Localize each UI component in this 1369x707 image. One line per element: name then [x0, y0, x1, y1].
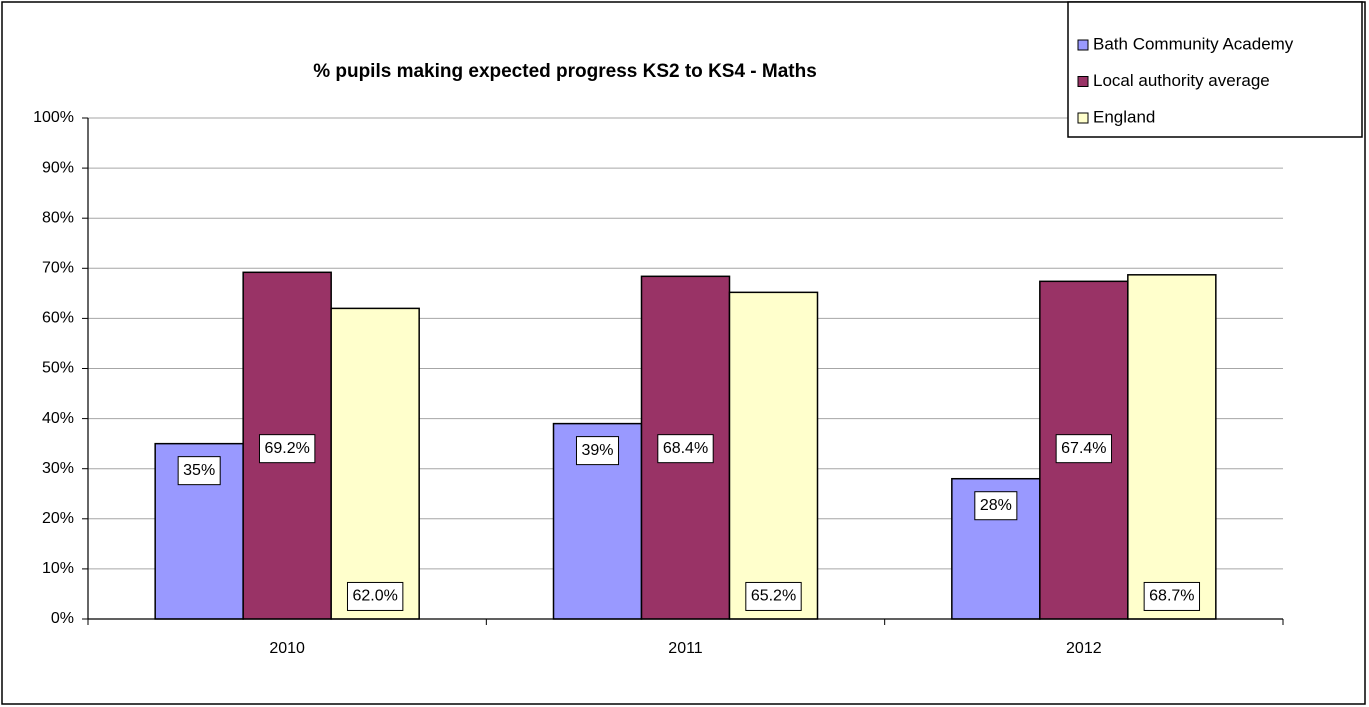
legend-label: Bath Community Academy	[1093, 34, 1294, 53]
data-label-box	[258, 434, 316, 464]
y-tick-label: 10%	[42, 560, 74, 577]
data-label: 35%	[177, 456, 221, 486]
data-label-text: 65.2%	[751, 588, 796, 605]
data-label-text: 67.4%	[1061, 440, 1106, 457]
y-tick-label: 20%	[42, 510, 74, 527]
data-label-box	[346, 581, 404, 611]
data-label-box	[1055, 434, 1113, 464]
y-tick-label: 40%	[42, 410, 74, 427]
data-label-text: 62.0%	[352, 588, 397, 605]
data-label-text: 69.2%	[264, 440, 309, 457]
data-label: 67.4%	[1055, 434, 1113, 464]
data-label: 28%	[974, 491, 1018, 521]
x-tick-label: 2011	[668, 640, 703, 657]
data-label-box	[745, 581, 802, 611]
y-tick-label: 0%	[51, 610, 74, 627]
legend-swatch	[1077, 39, 1089, 51]
data-label: 68.7%	[1143, 581, 1201, 611]
data-label-text: 68.4%	[663, 440, 708, 457]
data-label-text: 28%	[980, 497, 1012, 514]
data-label-text: 68.7%	[1149, 588, 1194, 605]
x-tick-label: 2012	[1066, 640, 1102, 657]
x-tick-label: 2010	[269, 640, 305, 657]
bar	[728, 291, 819, 620]
data-label-box	[177, 456, 221, 486]
y-tick-label: 100%	[33, 109, 74, 126]
data-label: 62.0%	[346, 581, 404, 611]
chart-title: % pupils making expected progress KS2 to…	[313, 61, 817, 82]
data-label-text: 35%	[183, 462, 215, 479]
bar	[330, 307, 420, 620]
data-label: 65.2%	[745, 581, 802, 611]
data-label-text: 39%	[581, 442, 613, 459]
y-tick-label: 70%	[42, 260, 74, 277]
data-label-box	[974, 491, 1018, 521]
y-tick-label: 90%	[42, 159, 74, 176]
data-label-box	[575, 436, 620, 466]
legend-box	[1067, 1, 1363, 138]
y-tick-label: 80%	[42, 209, 74, 226]
y-tick-label: 50%	[42, 360, 74, 377]
data-label-box	[657, 434, 714, 464]
legend-swatch	[1077, 76, 1089, 87]
data-label: 39%	[575, 436, 620, 466]
legend: Bath Community Academy Local authority av…	[1067, 1, 1363, 138]
data-label: 68.4%	[657, 434, 714, 464]
data-label-box	[1143, 581, 1201, 611]
y-tick-label: 60%	[42, 310, 74, 327]
data-label: 69.2%	[258, 434, 316, 464]
legend-label: England	[1093, 107, 1155, 126]
legend-label: Local authority average	[1093, 71, 1270, 90]
y-tick-label: 30%	[42, 460, 74, 477]
bar	[1127, 274, 1217, 620]
legend-swatch	[1077, 112, 1089, 124]
